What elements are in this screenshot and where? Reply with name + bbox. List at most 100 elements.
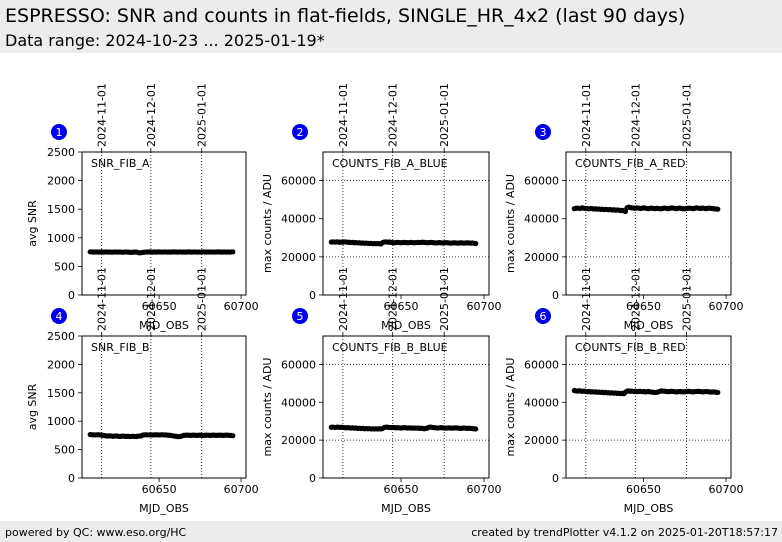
y-tick-label: 0 — [68, 289, 75, 302]
y-axis-label: avg SNR — [26, 383, 39, 430]
date-marker-label: 2024-12-01 — [629, 267, 642, 331]
plot-frame — [81, 335, 247, 479]
y-tick-label: 40000 — [524, 396, 559, 409]
chart-panel-3: 2024-11-01 2024-12-01 2025-01-01 0 20000 4000… — [504, 83, 744, 332]
panel-number: 2 — [297, 126, 304, 139]
panel-number-badge — [535, 308, 551, 324]
x-tick-label: 60700 — [709, 483, 744, 496]
y-tick-label: 1500 — [47, 387, 75, 400]
y-axis-label: max counts / ADU — [261, 174, 274, 273]
x-tick-label: 60700 — [224, 300, 259, 313]
panel-number: 3 — [540, 126, 547, 139]
footer-bar: powered by QC: www.eso.org/HC created by… — [0, 521, 782, 542]
panel-number-badge — [535, 124, 551, 140]
data-point — [715, 206, 721, 212]
x-axis-label: MJD_OBS — [381, 502, 431, 515]
y-tick-label: 40000 — [281, 213, 316, 226]
footer-created-by: created by trendPlotter v4.1.2 on 2025-0… — [471, 526, 778, 539]
chart-panel-4: 2024-11-01 2024-12-01 2025-01-01 0 500 1000 15… — [26, 267, 259, 515]
y-tick-label: 0 — [309, 289, 316, 302]
date-marker-label: 2024-11-01 — [580, 267, 593, 331]
panel-label: COUNTS_FIB_B_BLUE — [332, 341, 448, 354]
chart-area: 2024-11-01 2024-12-01 2025-01-010500100015… — [26, 83, 744, 515]
x-tick-label: 60650 — [142, 483, 177, 496]
x-axis-label: MJD_OBS — [139, 319, 189, 332]
y-tick-label: 60000 — [281, 358, 316, 371]
panel-label: COUNTS_FIB_B_RED — [575, 341, 686, 354]
date-marker-label: 2025-01-01 — [196, 83, 209, 147]
date-marker-label: 2024-11-01 — [337, 267, 350, 331]
panel-number: 1 — [56, 126, 63, 139]
plot-frame — [81, 151, 247, 296]
date-marker-label: 2024-12-01 — [629, 83, 642, 147]
plot-frame — [322, 335, 490, 479]
chart-panel-2: 2024-11-01 2024-12-01 2025-01-01 0 20000 4000… — [261, 83, 502, 332]
x-tick-label: 60650 — [384, 483, 419, 496]
panel-number-badge — [292, 124, 308, 140]
y-tick-label: 1500 — [47, 203, 75, 216]
footer-powered-by: powered by QC: www.eso.org/HC — [5, 526, 187, 539]
y-axis-label: avg SNR — [26, 200, 39, 247]
x-tick-label: 60700 — [709, 300, 744, 313]
date-marker-label: 2024-12-01 — [387, 267, 400, 331]
x-tick-label: 60650 — [626, 483, 661, 496]
date-marker-label: 2024-12-01 — [387, 83, 400, 147]
y-tick-label: 0 — [68, 472, 75, 485]
x-tick-label: 60700 — [224, 483, 259, 496]
panel-label: COUNTS_FIB_A_BLUE — [332, 157, 448, 170]
date-marker-label: 2024-12-01 — [145, 83, 158, 147]
y-tick-label: 60000 — [524, 358, 559, 371]
x-axis-label: MJD_OBS — [139, 502, 189, 515]
plot-frame — [565, 151, 732, 296]
y-tick-label: 20000 — [281, 251, 316, 264]
panel-number-badge — [51, 308, 67, 324]
y-tick-label: 40000 — [281, 396, 316, 409]
y-tick-label: 1000 — [47, 415, 75, 428]
chart-panel-1: 2024-11-01 2024-12-01 2025-01-01 0 500 1000 15… — [26, 83, 259, 332]
date-marker-label: 2025-01-01 — [680, 83, 693, 147]
y-tick-label: 2500 — [47, 146, 75, 159]
y-tick-label: 1000 — [47, 232, 75, 245]
date-marker-label: 2025-01-01 — [196, 267, 209, 331]
date-marker-label: 2025-01-01 — [680, 267, 693, 331]
y-tick-label: 2000 — [47, 175, 75, 188]
x-tick-label: 60700 — [467, 300, 502, 313]
y-tick-label: 40000 — [524, 213, 559, 226]
y-tick-label: 60000 — [281, 175, 316, 188]
date-marker-label: 2024-11-01 — [96, 267, 109, 331]
y-tick-label: 2500 — [47, 330, 75, 343]
panel-label: COUNTS_FIB_A_RED — [575, 157, 686, 170]
y-tick-label: 20000 — [281, 434, 316, 447]
panel-number: 5 — [297, 310, 304, 323]
y-axis-label: max counts / ADU — [261, 358, 274, 457]
y-tick-label: 0 — [309, 472, 316, 485]
data-point — [715, 389, 721, 396]
chart-panel-5: 2024-11-01 2024-12-01 2025-01-01 0 20000 4000… — [261, 267, 502, 515]
y-axis-label: max counts / ADU — [504, 358, 517, 457]
date-marker-label: 2024-11-01 — [96, 83, 109, 147]
y-tick-label: 20000 — [524, 434, 559, 447]
x-tick-label: 60650 — [384, 300, 419, 313]
data-point — [230, 433, 236, 439]
y-tick-label: 500 — [54, 260, 75, 273]
y-tick-label: 500 — [54, 444, 75, 457]
x-tick-label: 60650 — [626, 300, 661, 313]
y-tick-label: 2000 — [47, 358, 75, 371]
data-point — [473, 240, 479, 247]
y-tick-label: 0 — [552, 472, 559, 485]
x-axis-label: MJD_OBS — [381, 319, 431, 332]
date-marker-label: 2025-01-01 — [438, 267, 451, 331]
panel-number-badge — [292, 308, 308, 324]
panel-number-badge — [51, 124, 67, 140]
y-axis-label: max counts / ADU — [504, 174, 517, 273]
date-marker-label: 2025-01-01 — [438, 83, 451, 147]
x-axis-label: MJD_OBS — [624, 502, 674, 515]
panel-number: 6 — [540, 310, 547, 323]
panel-label: SNR_FIB_B — [91, 341, 150, 354]
panel-number: 4 — [56, 310, 63, 323]
plot-frame — [322, 151, 490, 296]
date-marker-label: 2024-11-01 — [337, 83, 350, 147]
page-title: ESPRESSO: SNR and counts in flat-fields,… — [5, 5, 686, 27]
plot-frame — [565, 335, 732, 479]
x-axis-label: MJD_OBS — [624, 319, 674, 332]
